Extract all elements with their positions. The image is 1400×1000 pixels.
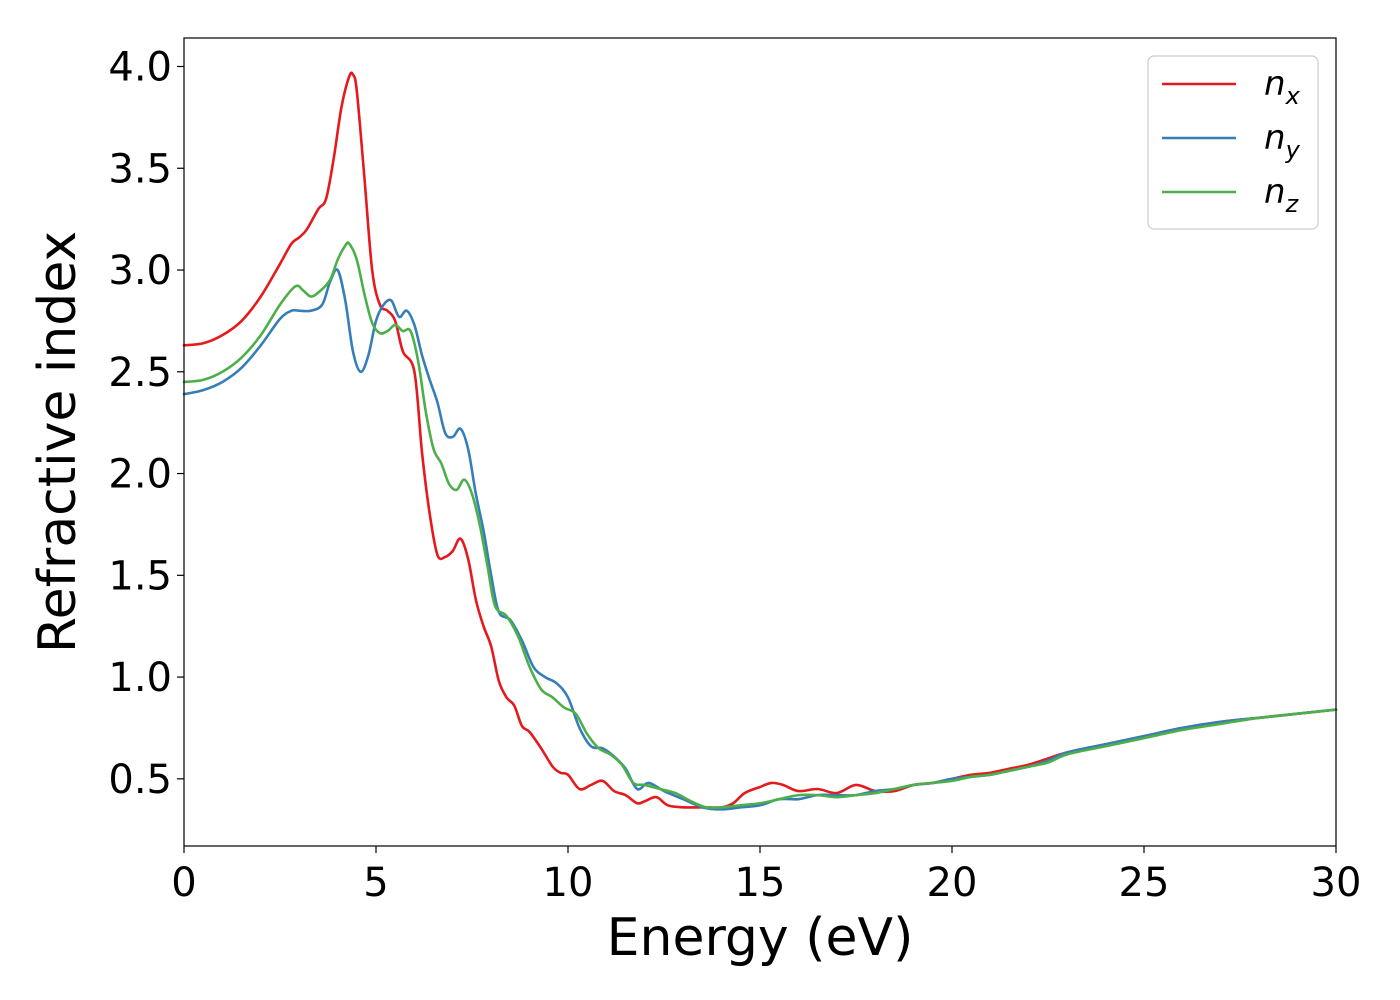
series-line-y [182,268,1338,811]
x-tick-label: 10 [543,860,594,906]
x-tick-label: 20 [927,860,978,906]
x-tick-label: 30 [1311,860,1362,906]
y-tick-label: 3.5 [108,146,172,192]
y-axis-label: Refractive index [28,231,88,653]
legend: nx ny nz [1147,55,1319,230]
legend-label-y: ny [1264,118,1301,164]
y-tick-label: 3.0 [108,248,172,294]
y-tick-label: 0.5 [108,757,172,803]
y-tick-label: 2.0 [108,452,172,498]
y-axis-ticks: 0.5 1.0 1.5 2.0 2.5 3.0 3.5 4.0 [108,44,184,803]
legend-box [1147,55,1319,230]
x-tick-label: 0 [171,860,196,906]
y-tick-label: 2.5 [108,350,172,396]
y-tick-label: 4.0 [108,44,172,90]
legend-label-z: nz [1264,172,1300,218]
series-line-z [182,241,1338,810]
x-axis-ticks: 0 5 10 15 20 25 30 [171,846,1361,906]
y-tick-label: 1.5 [108,553,172,599]
x-tick-label: 5 [363,860,388,906]
series-layer [182,71,1338,811]
y-tick-label: 1.0 [108,655,172,701]
legend-label-x: nx [1264,64,1301,110]
x-tick-label: 15 [735,860,786,906]
x-tick-label: 25 [1119,860,1170,906]
x-axis-label: Energy (eV) [607,908,914,968]
